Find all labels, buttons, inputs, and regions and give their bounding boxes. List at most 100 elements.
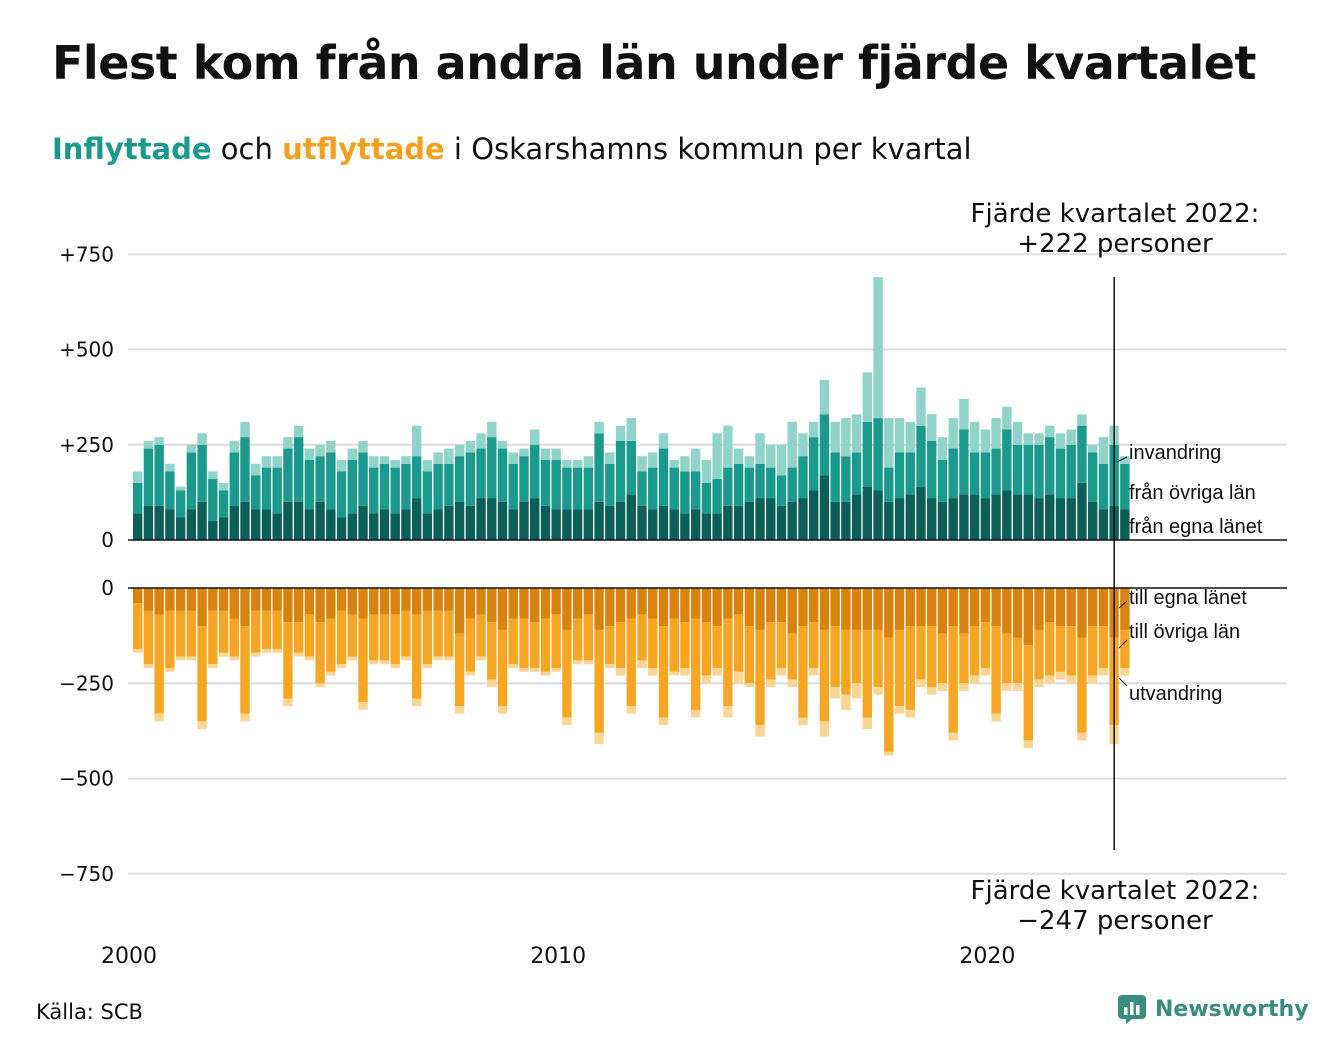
- bar-out-segment: [454, 706, 465, 714]
- bar-out-segment: [283, 622, 293, 699]
- bar-out-segment: [787, 679, 797, 688]
- bar-in-segment: [251, 509, 261, 540]
- bar-in-segment: [476, 448, 486, 499]
- bar-in-segment: [615, 440, 626, 502]
- bar-out-segment: [766, 588, 776, 623]
- bar-in-segment: [690, 448, 701, 472]
- bar-in-segment: [1002, 429, 1012, 491]
- bar-out-segment: [637, 614, 647, 661]
- bar-in-segment: [1055, 448, 1066, 499]
- bar-in-segment: [487, 437, 497, 499]
- annotation-top-line2: +222 personer: [1017, 229, 1213, 259]
- bar-in-segment: [755, 463, 765, 499]
- bar-in-segment: [583, 509, 594, 540]
- bar-in-segment: [133, 513, 143, 540]
- migration-bar-chart: 0 +250 +500 +750 0 −250 −500 −750 Fjärde kvartal…: [59, 199, 1287, 969]
- x-tick-label: 2020: [959, 944, 1015, 969]
- bar-in-segment: [583, 456, 594, 468]
- bar-in-segment: [336, 517, 347, 540]
- bar-out-segment: [1077, 637, 1087, 733]
- bar-in-segment: [648, 467, 658, 510]
- bar-out-segment: [862, 588, 873, 630]
- bar-out-segment: [680, 622, 690, 669]
- bar-in-segment: [336, 459, 347, 472]
- bar-in-segment: [605, 463, 615, 506]
- bar-in-segment: [862, 372, 873, 422]
- bar-in-segment: [540, 448, 551, 460]
- bar-in-segment: [841, 501, 851, 540]
- bar-out-segment: [272, 588, 282, 611]
- bar-out-segment: [251, 588, 261, 611]
- bar-in-segment: [304, 459, 315, 510]
- bar-in-segment: [240, 421, 250, 438]
- bar-in-segment: [712, 513, 722, 540]
- bar-in-segment: [841, 456, 851, 502]
- bar-out-segment: [959, 588, 969, 634]
- bar-out-segment: [315, 588, 325, 623]
- bar-out-segment: [819, 629, 830, 722]
- bar-out-segment: [712, 588, 722, 627]
- bar-in-segment: [465, 452, 476, 506]
- bar-out-segment: [626, 706, 636, 714]
- bar-out-segment: [916, 679, 926, 688]
- bar-in-segment: [723, 425, 733, 468]
- bar-in-segment: [862, 486, 873, 540]
- bar-out-segment: [197, 626, 207, 722]
- bar-in-segment: [530, 444, 540, 499]
- bar-in-segment: [658, 433, 669, 449]
- bar-out-segment: [208, 588, 218, 611]
- bar-in-segment: [701, 482, 712, 514]
- bar-out-segment: [969, 588, 980, 627]
- bar-out-segment: [1077, 732, 1087, 741]
- bar-out-segment: [272, 648, 282, 653]
- bar-out-segment: [240, 588, 250, 627]
- bar-in-segment: [744, 456, 755, 468]
- bar-in-segment: [508, 452, 518, 464]
- bar-in-segment: [154, 444, 164, 506]
- bar-in-segment: [433, 463, 443, 510]
- bar-out-segment: [530, 588, 540, 623]
- bar-in-segment: [154, 505, 164, 540]
- bar-out-segment: [283, 588, 293, 623]
- bar-in-segment: [197, 444, 207, 502]
- bar-out-segment: [905, 709, 915, 718]
- bar-in-segment: [937, 437, 948, 460]
- bar-in-segment: [905, 421, 915, 453]
- bar-out-segment: [873, 629, 883, 688]
- bar-out-segment: [701, 675, 712, 684]
- bar-out-segment: [1087, 626, 1098, 676]
- bar-in-segment: [1045, 425, 1055, 438]
- bar-out-segment: [401, 656, 411, 661]
- bar-out-segment: [862, 629, 873, 718]
- newsworthy-chart-icon: [1118, 995, 1146, 1024]
- bar-in-segment: [927, 498, 937, 540]
- bar-out-segment: [884, 588, 894, 638]
- bar-out-segment: [637, 660, 647, 669]
- bar-in-segment: [959, 399, 969, 430]
- bar-in-segment: [755, 433, 765, 464]
- bar-in-segment: [272, 513, 282, 540]
- bar-out-segment: [562, 629, 572, 718]
- bar-in-segment: [1034, 444, 1044, 499]
- bar-in-segment: [519, 501, 529, 540]
- bar-in-segment: [433, 452, 443, 464]
- bar-in-segment: [165, 463, 175, 472]
- bar-out-segment: [690, 709, 701, 718]
- bar-out-segment: [1012, 588, 1023, 638]
- bar-in-segment: [1066, 429, 1076, 445]
- bar-in-segment: [830, 501, 840, 540]
- bar-out-segment: [637, 588, 647, 615]
- bar-out-segment: [208, 664, 218, 669]
- bar-out-segment: [336, 588, 347, 611]
- y-tick-label-bottom: −500: [59, 767, 114, 791]
- bar-in-segment: [969, 421, 980, 453]
- bar-in-segment: [175, 486, 186, 491]
- bar-in-segment: [293, 425, 304, 438]
- bar-out-segment: [175, 656, 186, 661]
- bar-in-segment: [830, 452, 840, 502]
- bar-out-segment: [519, 588, 529, 619]
- y-tick-label-top: +250: [59, 433, 114, 457]
- bar-out-segment: [401, 588, 411, 611]
- bar-in-segment: [1055, 498, 1066, 540]
- bar-out-segment: [583, 614, 594, 661]
